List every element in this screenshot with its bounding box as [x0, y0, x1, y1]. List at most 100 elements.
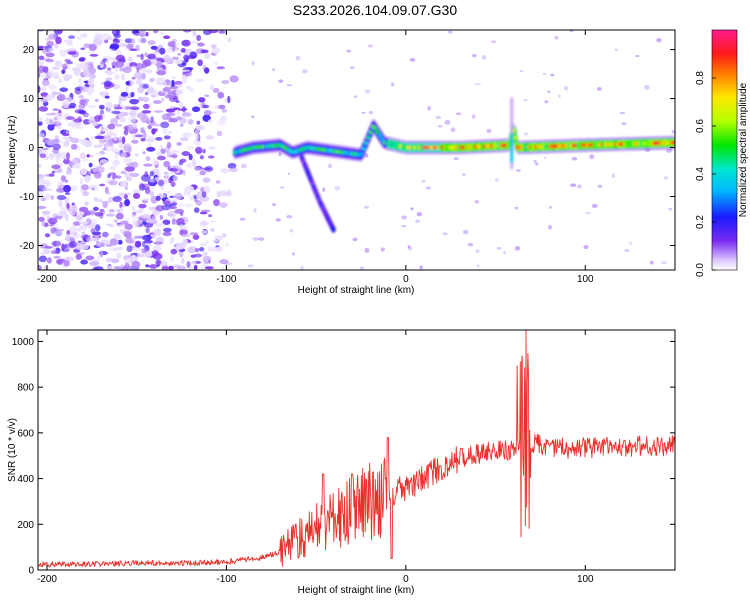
- heatmap-noise-cell: [166, 141, 172, 149]
- heatmap-noise-cell: [164, 190, 173, 195]
- snr-x-axis: -200 -100 0 100: [37, 330, 594, 585]
- heatmap-noise-cell: [61, 248, 70, 253]
- heatmap-noise-cell: [94, 135, 105, 140]
- heatmap-noise-cell: [94, 152, 104, 156]
- heatmap-noise-cell: [162, 87, 171, 93]
- heatmap-noise-cell: [198, 242, 207, 247]
- heatmap-noise-cell: [93, 171, 102, 179]
- heatmap-faint-cell: [328, 163, 333, 169]
- heatmap-noise-cell: [59, 184, 63, 188]
- heatmap-noise-cell: [218, 30, 226, 34]
- heatmap-noise-cell: [87, 211, 96, 215]
- heatmap-noise-cell: [129, 110, 137, 117]
- heatmap-faint-cell: [544, 100, 549, 104]
- heatmap-noise-cell: [109, 43, 120, 50]
- heatmap-noise-cell: [89, 53, 99, 57]
- heatmap-noise-cell: [155, 195, 161, 201]
- heatmap-noise-cell: [172, 199, 177, 203]
- heatmap-noise-cell: [123, 128, 129, 136]
- heatmap-noise-cell: [45, 112, 56, 116]
- heatmap-noise-cell: [55, 36, 62, 45]
- heatmap-noise-cell: [171, 43, 176, 52]
- heatmap-ridge-core: [373, 126, 378, 131]
- heatmap-noise-cell: [192, 234, 200, 240]
- heatmap-faint-cell: [644, 84, 650, 90]
- heatmap-noise-cell: [138, 183, 146, 191]
- heatmap-noise-cell: [112, 195, 122, 203]
- heatmap-noise-cell: [163, 56, 173, 64]
- heatmap-noise-cell: [228, 167, 238, 173]
- heatmap-faint-cell: [401, 215, 407, 220]
- heatmap-noise-cell: [145, 138, 155, 142]
- heatmap-noise-cell: [147, 124, 153, 130]
- snr-series-group: [38, 330, 675, 568]
- heatmap-noise-cell: [53, 30, 63, 35]
- heatmap-noise-cell: [195, 146, 203, 154]
- heatmap-ridge-core: [513, 135, 518, 140]
- heatmap-noise-cell: [38, 177, 46, 186]
- heatmap-noise-cell: [181, 112, 192, 117]
- heatmap-noise-cell: [64, 179, 69, 183]
- heatmap-noise-cell: [123, 194, 128, 200]
- heatmap-noise-cell: [186, 261, 191, 269]
- heatmap-noise-cell: [221, 79, 230, 85]
- heatmap-noise-cell: [51, 164, 61, 170]
- heatmap-noise-cell: [155, 57, 164, 61]
- heatmap-noise-cell: [134, 134, 144, 138]
- heatmap-noise-cell: [115, 49, 122, 57]
- heatmap-noise-cell: [196, 34, 202, 42]
- heatmap-noise-cell: [44, 222, 48, 228]
- heatmap-ridge-core: [375, 130, 380, 134]
- heatmap-faint-cell: [577, 184, 582, 189]
- heatmap-faint-cell: [295, 55, 301, 61]
- heatmap-noise-cell: [148, 218, 155, 225]
- heatmap-noise-cell: [149, 170, 155, 177]
- spectrogram-x-tick-label: -200: [37, 274, 57, 285]
- heatmap-noise-cell: [92, 206, 99, 211]
- heatmap-noise-cell: [153, 30, 159, 34]
- heatmap-noise-cell: [78, 110, 87, 115]
- heatmap-noise-cell: [85, 255, 95, 261]
- heatmap-noise-cell: [123, 143, 132, 151]
- heatmap-noise-cell: [66, 63, 70, 71]
- heatmap-noise-cell: [152, 159, 159, 166]
- heatmap-noise-cell: [144, 52, 148, 58]
- heatmap-noise-cell: [170, 117, 178, 123]
- heatmap-noise-cell: [203, 259, 209, 267]
- heatmap-noise-cell: [137, 37, 147, 44]
- heatmap-noise-cell: [48, 152, 55, 160]
- heatmap-faint-cell: [359, 266, 364, 270]
- heatmap-noise-cell: [184, 203, 194, 208]
- heatmap-noise-cell: [38, 188, 42, 192]
- heatmap-noise-cell: [51, 170, 55, 174]
- heatmap-faint-cell: [563, 86, 569, 91]
- heatmap-noise-cell: [167, 130, 173, 134]
- heatmap-faint-cell: [558, 94, 561, 98]
- heatmap-faint-cell: [247, 264, 254, 268]
- heatmap-noise-cell: [150, 45, 158, 50]
- colorbar-tick-label: 0.2: [695, 215, 706, 229]
- heatmap-noise-cell: [98, 114, 104, 120]
- heatmap-faint-cell: [427, 105, 432, 111]
- heatmap-noise-cell: [169, 105, 176, 109]
- heatmap-noise-cell: [156, 76, 166, 84]
- heatmap-noise-cell: [202, 251, 208, 256]
- heatmap-faint-cell: [514, 246, 521, 251]
- heatmap-ridge-layer: [232, 97, 675, 233]
- heatmap-noise-cell: [65, 234, 70, 241]
- heatmap-noise-cell: [41, 86, 47, 92]
- heatmap-noise-cell: [61, 63, 68, 68]
- heatmap-noise-cell: [182, 54, 190, 61]
- heatmap-noise-cell: [188, 72, 193, 77]
- heatmap-noise-cell: [83, 175, 91, 183]
- heatmap-noise-cell: [38, 71, 41, 79]
- heatmap-noise-cell: [105, 146, 110, 153]
- heatmap-faint-cell: [346, 49, 352, 53]
- heatmap-noise-cell: [156, 155, 166, 161]
- heatmap-noise-cell: [197, 42, 205, 47]
- colorbar-tick-label: 0.4: [695, 167, 706, 181]
- heatmap-noise-cell: [109, 165, 117, 171]
- heatmap-faint-cell: [409, 58, 416, 62]
- heatmap-noise-cell: [181, 62, 186, 66]
- heatmap-faint-cell: [419, 265, 423, 270]
